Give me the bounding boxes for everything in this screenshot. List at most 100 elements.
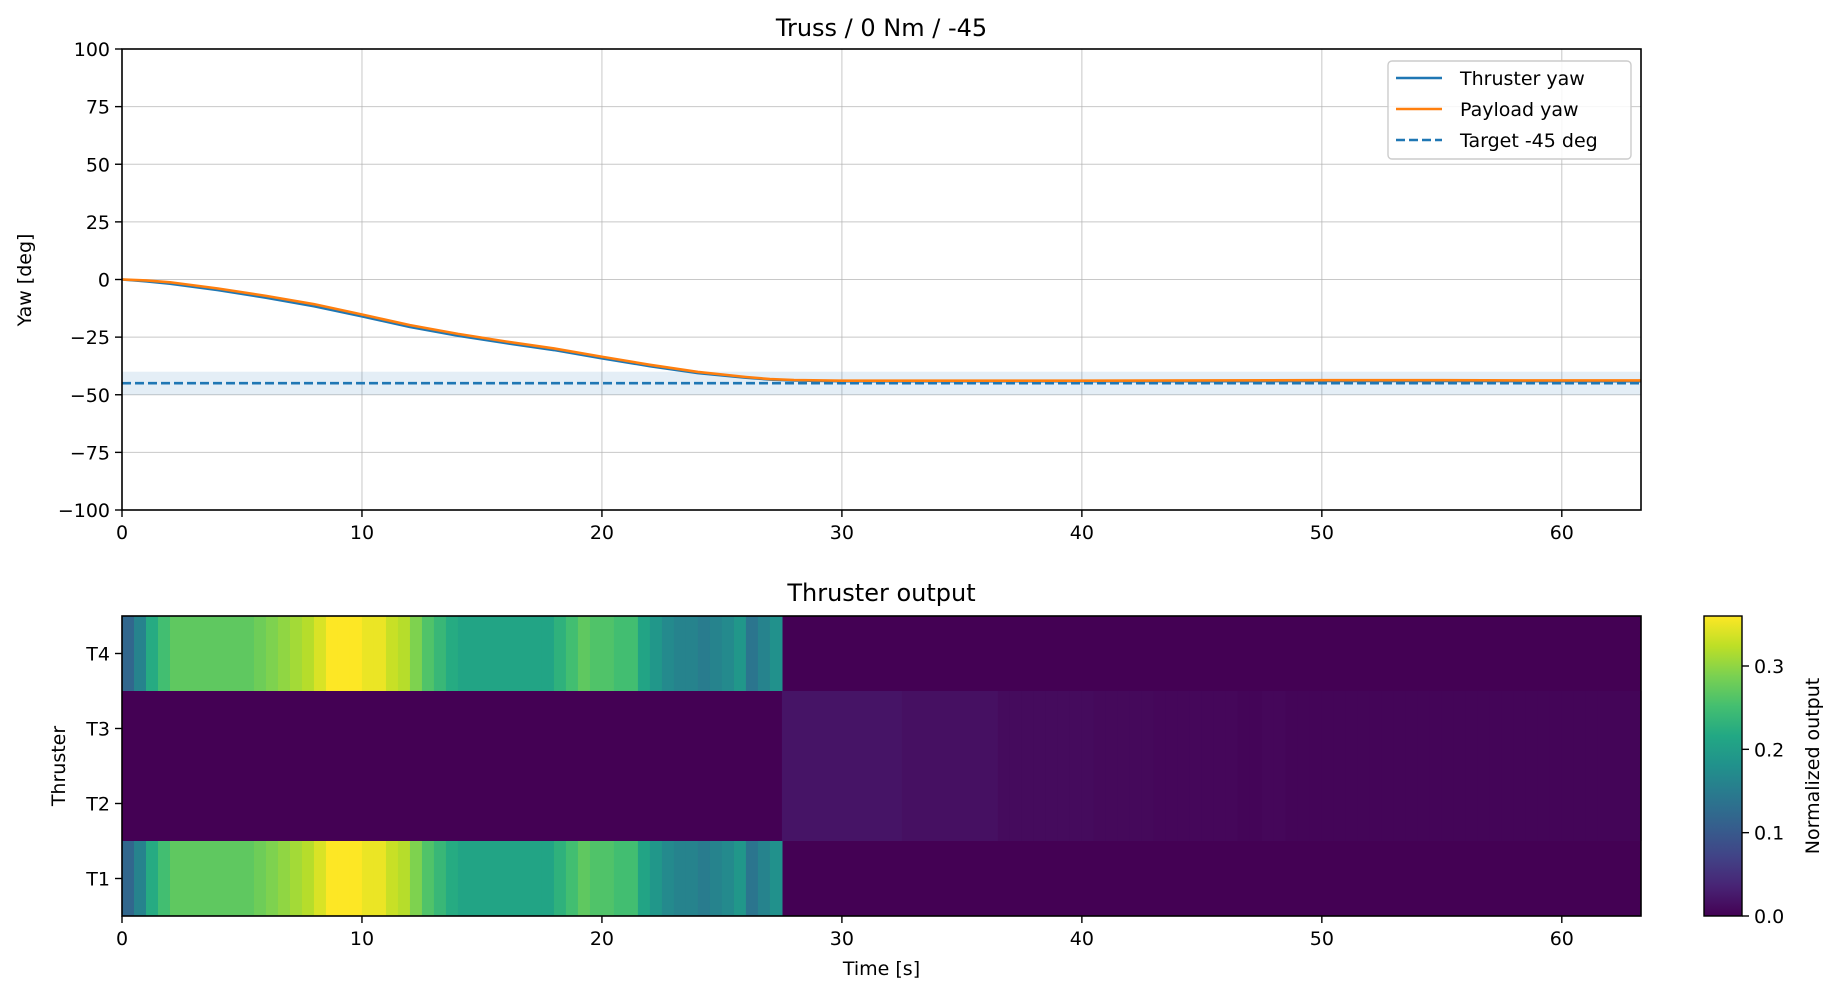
heatmap-cell <box>1069 691 1083 766</box>
heatmap-cell <box>1621 691 1635 766</box>
heatmap-cell <box>1273 766 1287 841</box>
heatmap-cell <box>1297 691 1311 766</box>
heatmap-cell <box>1633 766 1642 841</box>
heatmap-cell <box>793 691 807 766</box>
yaw-chart: Truss / 0 Nm / -45 0 10 20 30 40 50 60 100 75 50… <box>14 14 1642 544</box>
heatmap-cell <box>1549 691 1563 766</box>
heatmap-cell <box>781 766 795 841</box>
heatmap-cell <box>1285 691 1299 766</box>
heatmap-cell <box>1357 766 1371 841</box>
heatmap-cell <box>997 766 1011 841</box>
heatmap-cell <box>265 841 279 916</box>
heatmap-cell <box>1201 766 1215 841</box>
heatmap-cell <box>1201 691 1215 766</box>
heatmap-cell <box>169 841 183 916</box>
heatmap-cell <box>493 616 507 691</box>
heatmap-cell <box>1381 766 1395 841</box>
x-tick-label: 50 <box>1310 522 1334 544</box>
y-tick-label: 0 <box>98 270 110 292</box>
legend-box <box>1387 60 1632 160</box>
colorbar-label: Normalized output <box>1802 678 1824 854</box>
heatmap-cell <box>997 691 1011 766</box>
x-tick-label: 30 <box>830 928 854 950</box>
heatmap-cell <box>589 841 603 916</box>
heatmap-cell <box>1141 766 1155 841</box>
heatmap-cell <box>253 616 267 691</box>
heatmap-cell <box>1237 691 1251 766</box>
heatmap-cell <box>829 691 843 766</box>
heatmap-cell <box>301 841 315 916</box>
heatmap-cell <box>793 766 807 841</box>
heatmap-cell <box>1549 766 1563 841</box>
heatmap-cell <box>709 841 723 916</box>
heatmap-cell <box>913 766 927 841</box>
heatmap-cell <box>158 616 171 691</box>
heatmap-cell <box>817 691 831 766</box>
heatmap-cell <box>1033 691 1047 766</box>
heatmap-cell <box>1093 766 1107 841</box>
heatmap-cell <box>134 616 147 691</box>
heatmap-cell <box>337 616 351 691</box>
heatmap-cell <box>1585 766 1599 841</box>
heatmap-cell <box>1309 691 1323 766</box>
heatmap-cell <box>457 841 471 916</box>
heatmap-cell <box>1321 766 1335 841</box>
heatmap-cell <box>1441 766 1455 841</box>
heatmap-cell <box>841 766 855 841</box>
heatmap-cell <box>1177 766 1191 841</box>
heatmap-cell <box>1117 691 1131 766</box>
heatmap-cell <box>445 616 459 691</box>
heatmap-cell <box>1357 691 1371 766</box>
heatmap-cell <box>697 841 711 916</box>
heatmap-cell <box>865 766 879 841</box>
heatmap-cell <box>553 841 567 916</box>
heatmap-cell <box>1573 766 1587 841</box>
heatmap-cell <box>781 691 795 766</box>
heatmap-frame <box>121 615 1642 917</box>
colorbar-tick-label: 0.2 <box>1754 739 1784 761</box>
heatmap-cell <box>949 691 963 766</box>
heatmap-cell <box>649 841 663 916</box>
heatmap-cell <box>217 841 231 916</box>
heatmap-cell <box>685 616 699 691</box>
heatmap-cell <box>649 616 663 691</box>
heatmap-cell <box>325 841 339 916</box>
heatmap-cell <box>553 616 567 691</box>
heatmap-cell <box>361 616 375 691</box>
series-line-1 <box>122 278 1641 382</box>
heatmap-cell <box>1237 766 1251 841</box>
heatmap-cell <box>1453 691 1467 766</box>
heatmap-cell <box>661 841 675 916</box>
heatmap-cell <box>1489 766 1503 841</box>
x-tick-label: 40 <box>1070 522 1094 544</box>
heatmap-cell <box>385 841 399 916</box>
heatmap-cell <box>985 766 999 841</box>
heatmap-cell <box>1261 691 1275 766</box>
heatmap-cell <box>493 841 507 916</box>
heatmap-cell <box>1453 766 1467 841</box>
heatmap-cell <box>134 841 147 916</box>
heatmap-cell <box>193 616 207 691</box>
heatmap-cell <box>277 616 291 691</box>
heatmap-cell <box>1345 766 1359 841</box>
heatmap-cell <box>1537 766 1551 841</box>
heatmap-cell <box>613 841 627 916</box>
heatmap-cell <box>122 616 135 691</box>
heatmap-cell <box>637 616 651 691</box>
heatmap-cell <box>1405 766 1419 841</box>
heatmap-cell <box>937 691 951 766</box>
heatmap-cell <box>733 616 747 691</box>
heatmap-cell <box>349 841 363 916</box>
heatmap-cell <box>1129 691 1143 766</box>
heatmap-cell <box>1513 691 1527 766</box>
heatmap-cell <box>433 616 447 691</box>
x-tick-label: 50 <box>1310 928 1334 950</box>
heatmap-row-ticks: T4 T3 T2 T1 <box>85 644 122 891</box>
heatmap-cell <box>457 616 471 691</box>
heatmap-cell <box>1429 766 1443 841</box>
x-tick-label: 30 <box>830 522 854 544</box>
heatmap-cell <box>1189 766 1203 841</box>
heatmap-cell <box>169 616 183 691</box>
heatmap-cell <box>613 616 627 691</box>
